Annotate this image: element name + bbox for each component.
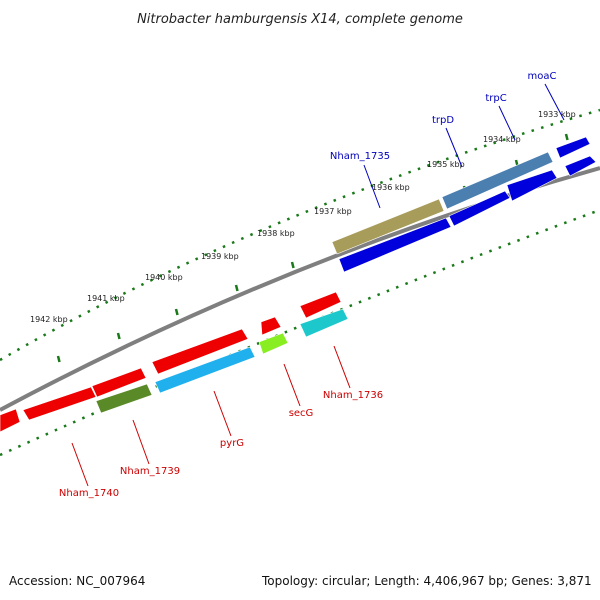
topology-label: Topology: circular; Length: 4,406,967 bp…	[262, 574, 592, 588]
tick-label: 1936 kbp	[372, 183, 410, 192]
gene-leader-line	[132, 419, 150, 465]
gene-label: Nham_1736	[323, 390, 383, 401]
major-tick	[174, 308, 179, 316]
gene-leader-line	[445, 127, 463, 168]
gene-arrow	[506, 169, 558, 202]
gene-arrow	[260, 316, 282, 336]
gene-arrow	[154, 346, 256, 394]
outer-tick-ring	[0, 108, 600, 362]
gene-arrow	[22, 386, 97, 421]
tick-label: 1942 kbp	[30, 315, 68, 324]
gene-features	[0, 136, 597, 433]
major-tick	[290, 261, 295, 269]
gene-arrow	[338, 217, 452, 273]
tick-label: 1940 kbp	[145, 273, 183, 282]
gene-arrow	[564, 155, 597, 177]
gene-label: Nham_1735	[330, 151, 390, 162]
gene-arrow	[91, 367, 147, 398]
gene-arrow	[95, 383, 153, 414]
gene-leader-line	[283, 363, 301, 407]
gene-label: trpD	[432, 115, 454, 126]
gene-arrow	[299, 291, 342, 319]
tick-label: 1939 kbp	[201, 252, 239, 261]
gene-arrow	[258, 332, 289, 355]
major-tick	[56, 355, 61, 363]
map-title: Nitrobacter hamburgensis X14, complete g…	[137, 12, 463, 27]
gene-arrow	[555, 136, 591, 159]
gene-leader-line	[213, 390, 232, 437]
label-leader-lines	[71, 83, 565, 487]
gene-label: pyrG	[220, 438, 244, 449]
tick-labels: 1933 kbp 1934 kbp 1935 kbp 1936 kbp 1937 kbp…	[30, 110, 576, 324]
gene-leader-line	[333, 345, 351, 389]
gene-label: Nham_1739	[120, 466, 180, 477]
tick-label: 1941 kbp	[87, 294, 125, 303]
tick-label: 1934 kbp	[483, 135, 521, 144]
gene-arrow	[441, 151, 554, 210]
gene-label: secG	[289, 408, 314, 419]
gene-arrow	[448, 190, 511, 227]
accession-label: Accession: NC_007964	[9, 574, 146, 588]
genome-backbone	[0, 166, 600, 412]
gene-arrow	[331, 198, 445, 255]
gene-leader-line	[71, 442, 89, 487]
gene-leader-line	[363, 164, 381, 209]
major-tick	[564, 133, 569, 141]
gene-labels: moaC trpC trpD Nham_1735 Nham_1736 secG pyrG Nh…	[59, 71, 557, 499]
major-tick	[116, 332, 121, 340]
gene-label: trpC	[485, 93, 506, 104]
gene-arrow	[0, 408, 21, 433]
gene-label: moaC	[528, 71, 557, 82]
tick-label: 1937 kbp	[314, 207, 352, 216]
tick-label: 1935 kbp	[427, 160, 465, 169]
inner-tick-ring	[0, 208, 600, 457]
gene-label: Nham_1740	[59, 488, 119, 499]
gene-leader-line	[544, 83, 565, 121]
gene-arrow	[299, 308, 349, 338]
tick-label: 1938 kbp	[257, 229, 295, 238]
gene-arrow	[151, 328, 249, 375]
gene-leader-line	[498, 105, 516, 141]
major-tick	[234, 284, 239, 292]
tick-label: 1933 kbp	[538, 110, 576, 119]
